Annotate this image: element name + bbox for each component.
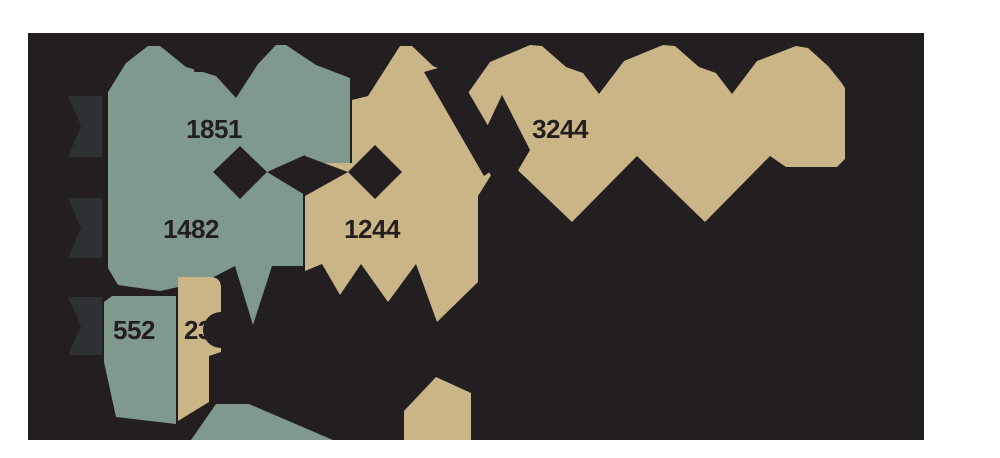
value-label-row3-teal: 552 [113,315,155,345]
tick-mark-3 [585,65,607,72]
shadow-wedge-teal [267,155,305,195]
tick-mark-2 [450,63,475,71]
value-label-row2-tan: 1244 [344,214,401,244]
category-tag-row1 [68,96,102,157]
value-label-row3-tan: 23 [184,315,212,345]
value-label-row1-tan: 3244 [532,114,589,144]
value-label-row1-teal: 1851 [186,114,242,144]
bar-tan-row-3 [178,277,221,421]
bar-teal-rows-1-2 [108,45,350,325]
category-tag-row2 [68,198,102,258]
glitch-fragment-teal [191,404,333,440]
shadow-wedge-tan [305,156,348,196]
glitch-fragment-tan [404,377,471,440]
bar-teal-row-3 [104,296,176,424]
bar-tan-rows-1-2 [305,45,845,322]
tick-mark-1 [194,64,216,72]
tick-mark-4 [718,65,740,72]
category-tag-row3 [68,297,102,355]
value-label-row2-teal: 1482 [163,214,219,244]
shadow-diamond-tan [476,95,530,196]
